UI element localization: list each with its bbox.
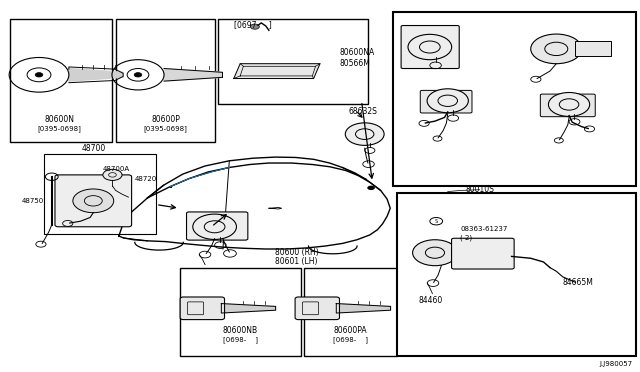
FancyBboxPatch shape	[295, 297, 339, 320]
Circle shape	[134, 73, 142, 77]
Polygon shape	[69, 68, 123, 81]
Bar	[304, 267, 397, 356]
FancyBboxPatch shape	[186, 212, 248, 240]
Circle shape	[367, 186, 375, 190]
Circle shape	[103, 169, 122, 180]
Text: 80600P: 80600P	[151, 115, 180, 124]
Text: [0698-    ]: [0698- ]	[333, 336, 368, 343]
Text: 80600NB: 80600NB	[223, 326, 258, 335]
Text: S: S	[435, 219, 438, 224]
Circle shape	[346, 123, 384, 145]
Circle shape	[73, 189, 114, 213]
Text: 80600N: 80600N	[44, 115, 74, 124]
FancyBboxPatch shape	[180, 297, 225, 320]
Polygon shape	[336, 304, 390, 313]
Text: 80600 (RH): 80600 (RH)	[275, 248, 319, 257]
Bar	[218, 19, 368, 105]
Bar	[44, 154, 156, 234]
FancyBboxPatch shape	[401, 26, 460, 68]
Text: 08363-61237: 08363-61237	[461, 226, 508, 232]
Text: ( 2): ( 2)	[461, 235, 472, 241]
Circle shape	[413, 240, 458, 266]
Circle shape	[408, 34, 452, 60]
Text: 80010S: 80010S	[465, 185, 494, 194]
Polygon shape	[221, 304, 276, 313]
Text: 84460: 84460	[419, 296, 444, 305]
Text: 48700: 48700	[81, 144, 106, 153]
Bar	[394, 12, 636, 186]
Text: 84665M: 84665M	[563, 278, 593, 287]
Circle shape	[250, 24, 259, 29]
Text: [0697-    ]: [0697- ]	[234, 20, 272, 29]
Text: 80601 (LH): 80601 (LH)	[275, 257, 318, 266]
Text: [0395-0698]: [0395-0698]	[143, 125, 188, 132]
Text: 48750: 48750	[22, 198, 44, 204]
Text: 68632S: 68632S	[349, 108, 378, 116]
Circle shape	[35, 73, 43, 77]
Circle shape	[548, 93, 589, 116]
Circle shape	[193, 214, 236, 240]
Polygon shape	[164, 68, 222, 81]
Text: [0395-0698]: [0395-0698]	[38, 125, 81, 132]
Text: 80600NA: 80600NA	[339, 48, 374, 57]
Bar	[10, 19, 113, 141]
Text: 80566M: 80566M	[339, 59, 370, 68]
Text: J.J980057: J.J980057	[600, 361, 633, 367]
FancyBboxPatch shape	[420, 90, 472, 113]
Polygon shape	[234, 64, 320, 78]
Text: [0698-    ]: [0698- ]	[223, 336, 258, 343]
Circle shape	[531, 34, 582, 64]
Circle shape	[427, 89, 468, 113]
Text: 80600PA: 80600PA	[334, 326, 367, 335]
FancyBboxPatch shape	[55, 175, 132, 227]
Text: 48700A: 48700A	[103, 166, 130, 172]
FancyBboxPatch shape	[452, 238, 514, 269]
Bar	[397, 193, 636, 356]
FancyBboxPatch shape	[540, 94, 595, 117]
Text: 48720: 48720	[135, 176, 157, 182]
Bar	[575, 41, 611, 56]
Bar	[179, 267, 301, 356]
Bar	[116, 19, 214, 141]
